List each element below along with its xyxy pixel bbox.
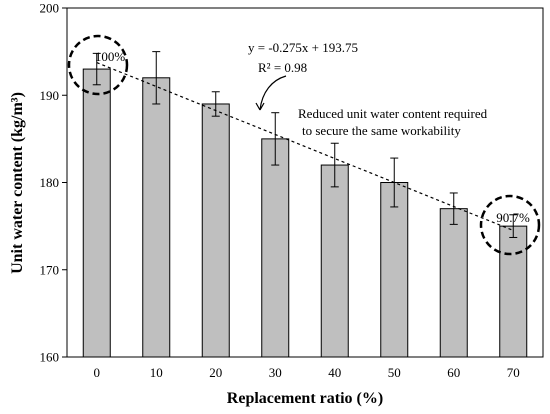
bars xyxy=(82,68,528,358)
bar xyxy=(82,68,111,358)
start-highlight-circle xyxy=(67,34,129,96)
bar xyxy=(499,225,528,358)
y-tick-label: 180 xyxy=(40,175,60,190)
x-tick-label: 40 xyxy=(328,365,341,380)
y-axis-ticks: 160 170 180 190 200 xyxy=(40,1,67,365)
error-bars xyxy=(92,51,518,238)
annotation-arrow xyxy=(255,75,287,111)
error-bar xyxy=(92,52,101,86)
start-percent-label: 100% xyxy=(95,49,126,64)
bar xyxy=(439,208,468,358)
x-tick-label: 60 xyxy=(447,365,460,380)
error-bar xyxy=(271,112,280,166)
error-bar xyxy=(211,91,220,117)
bar xyxy=(201,103,230,358)
error-bar xyxy=(449,192,458,225)
bar xyxy=(380,182,409,358)
trend-equation: y = -0.275x + 193.75 xyxy=(248,40,358,55)
x-axis-ticks: 0 10 20 30 40 50 60 70 xyxy=(94,365,520,380)
x-tick-label: 70 xyxy=(507,365,520,380)
trend-r-squared: R² = 0.98 xyxy=(258,60,307,75)
trend-line xyxy=(96,61,514,232)
x-tick-label: 30 xyxy=(269,365,282,380)
error-bar xyxy=(330,142,339,188)
y-tick-label: 170 xyxy=(40,262,60,277)
y-tick-label: 190 xyxy=(40,88,60,103)
end-percent-label: 90.7% xyxy=(496,210,530,225)
x-axis-title: Replacement ratio (%) xyxy=(227,390,383,407)
error-bar xyxy=(509,214,518,238)
note-line-2: to secure the same workability xyxy=(302,123,461,138)
note-line-1: Reduced unit water content required xyxy=(298,106,488,121)
bar xyxy=(142,77,171,358)
y-axis-title: Unit water content (kg/m³) xyxy=(9,92,26,274)
y-tick-label: 160 xyxy=(40,350,60,365)
end-highlight-circle xyxy=(479,194,541,256)
bar xyxy=(261,138,290,358)
x-tick-label: 50 xyxy=(388,365,401,380)
x-tick-label: 20 xyxy=(209,365,222,380)
plot-area xyxy=(66,7,544,358)
error-bar xyxy=(152,51,161,105)
y-tick-label: 200 xyxy=(40,1,60,16)
x-tick-label: 10 xyxy=(150,365,163,380)
x-tick-label: 0 xyxy=(94,365,101,380)
bar xyxy=(320,164,349,358)
